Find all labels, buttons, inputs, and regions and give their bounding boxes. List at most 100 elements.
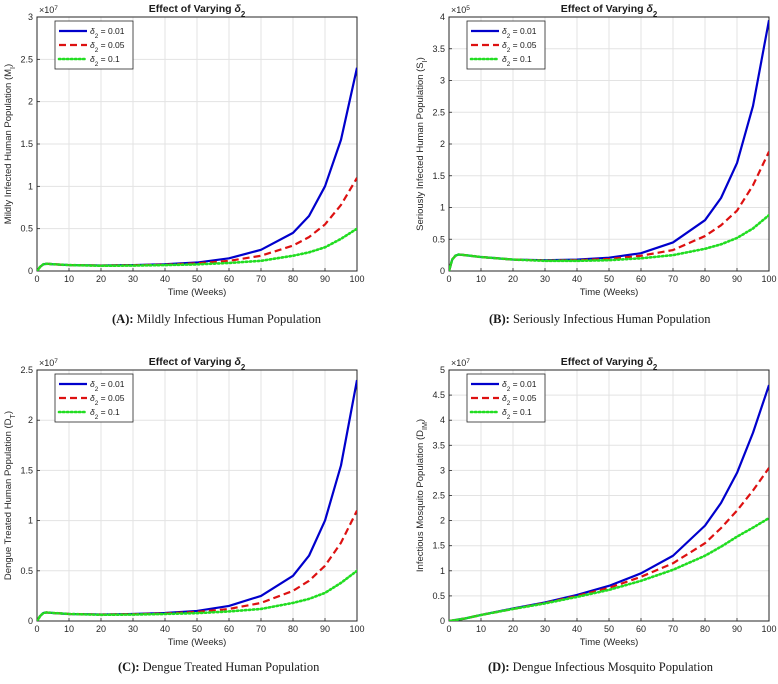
y-tick-label: 3 [440,465,445,475]
y-tick-label: 0 [440,616,445,626]
caption-tag-b: (B): [489,312,510,326]
legend-box [466,20,546,70]
y-tick-label: 2 [28,97,33,107]
y-tick-label: 1.5 [20,465,33,475]
x-tick-label: 70 [668,624,678,634]
caption-c: (C): Dengue Treated Human Population [118,660,319,675]
x-tick-label: 50 [604,274,614,284]
y-tick-label: 1.5 [432,171,445,181]
y-exponent-label: ×107 [451,358,470,369]
legend-label-3: δ2 = 0.1 [502,407,532,421]
x-tick-label: 20 [508,274,518,284]
y-tick-label: 2.5 [20,54,33,64]
x-tick-label: 40 [572,624,582,634]
x-tick-label: 70 [668,274,678,284]
y-tick-label: 0 [440,266,445,276]
legend-label-3: δ2 = 0.1 [502,54,532,68]
legend-box [466,373,546,423]
y-tick-label: 1.5 [20,139,33,149]
x-tick-label: 40 [572,274,582,284]
y-tick-label: 2.5 [432,491,445,501]
caption-text-b: Seriously Infectious Human Population [509,312,711,326]
x-tick-label: 90 [732,274,742,284]
x-tick-label: 60 [636,274,646,284]
legend-label-2: δ2 = 0.05 [90,40,125,54]
chart-title: Effect of Varying δ2 [149,3,246,19]
y-tick-label: 2.5 [432,107,445,117]
x-tick-label: 10 [64,624,74,634]
chart-panel-a: 0 10 20 30 40 50 60 70 80 90 100 0 0.5 1 1.5 2 2.5 3 ×107 E… [3,3,365,298]
x-tick-label: 0 [34,274,39,284]
x-tick-label: 30 [540,274,550,284]
x-tick-label: 50 [192,624,202,634]
x-tick-label: 100 [761,274,776,284]
x-tick-label: 30 [128,274,138,284]
x-tick-label: 60 [224,624,234,634]
caption-tag-d: (D): [488,660,510,674]
x-tick-label: 80 [288,624,298,634]
y-exponent-label: ×107 [39,5,58,16]
x-tick-label: 80 [288,274,298,284]
x-axis-label: Time (Weeks) [168,287,227,298]
x-tick-label: 90 [320,274,330,284]
y-tick-label: 3 [28,12,33,22]
y-tick-label: 2 [440,139,445,149]
legend-label-1: δ2 = 0.01 [502,379,537,393]
x-tick-label: 70 [256,624,266,634]
y-tick-label: 0.5 [432,234,445,244]
y-tick-label: 3.5 [432,440,445,450]
chart-panel-b: 0 10 20 30 40 50 60 70 80 90 100 0 0.5 1 1.5 2 2.5 3 3.5 4 ×… [415,3,777,298]
x-tick-label: 90 [320,624,330,634]
y-tick-label: 1 [28,181,33,191]
legend-label-3: δ2 = 0.1 [90,54,120,68]
x-tick-label: 80 [700,274,710,284]
legend-label-2: δ2 = 0.05 [502,393,537,407]
y-tick-label: 3 [440,76,445,86]
y-tick-label: 4.5 [432,390,445,400]
caption-d: (D): Dengue Infectious Mosquito Populati… [488,660,713,675]
x-tick-label: 80 [700,624,710,634]
chart-panel-d: 0 10 20 30 40 50 60 70 80 90 100 0 0.5 1 1.5 2 2.5 3 3.5 4 4… [415,356,777,648]
chart-title: Effect of Varying δ2 [149,356,246,372]
caption-tag-a: (A): [112,312,134,326]
legend-label-3: δ2 = 0.1 [90,407,120,421]
x-tick-label: 30 [128,624,138,634]
chart-title: Effect of Varying δ2 [561,356,658,372]
y-tick-label: 2 [28,415,33,425]
y-tick-label: 1.5 [432,541,445,551]
y-tick-label: 2 [440,516,445,526]
caption-text-d: Dengue Infectious Mosquito Population [509,660,713,674]
series-line-3 [37,227,357,271]
caption-tag-c: (C): [118,660,140,674]
y-tick-label: 0 [28,266,33,276]
x-tick-label: 0 [34,624,39,634]
y-tick-label: 0.5 [20,224,33,234]
y-tick-label: 0.5 [432,591,445,601]
y-tick-label: 3.5 [432,44,445,54]
x-tick-label: 60 [224,274,234,284]
x-tick-label: 100 [761,624,776,634]
x-axis-label: Time (Weeks) [168,637,227,648]
y-tick-label: 4 [440,415,445,425]
legend-label-2: δ2 = 0.05 [90,393,125,407]
caption-text-c: Dengue Treated Human Population [139,660,320,674]
x-tick-label: 40 [160,274,170,284]
y-tick-label: 0.5 [20,566,33,576]
x-tick-label: 50 [192,274,202,284]
caption-a: (A): Mildly Infectious Human Population [112,312,321,327]
x-axis-label: Time (Weeks) [580,637,639,648]
legend-label-1: δ2 = 0.01 [502,26,537,40]
x-tick-label: 20 [96,624,106,634]
x-tick-label: 30 [540,624,550,634]
legend-box [54,373,134,423]
x-tick-label: 20 [96,274,106,284]
x-tick-label: 100 [349,274,364,284]
x-axis-label: Time (Weeks) [580,287,639,298]
y-axis-label: Mildly Infected Human Population (MI) [3,64,17,224]
x-tick-label: 60 [636,624,646,634]
